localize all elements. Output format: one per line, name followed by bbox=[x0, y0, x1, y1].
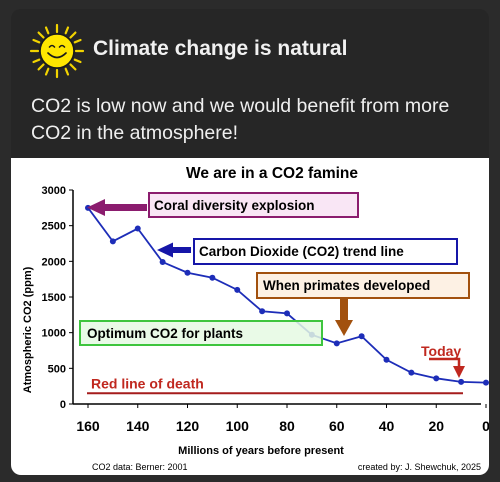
data-point bbox=[458, 378, 465, 385]
post-body-text: CO2 is low now and we would benefit from… bbox=[31, 95, 450, 144]
post-card: Climate change is natural CO2 is low now… bbox=[11, 9, 489, 475]
death-line-group: Red line of death bbox=[87, 375, 463, 395]
data-point bbox=[408, 369, 415, 376]
chart-ticks: 0 500 1000 1500 2000 2500 3000 160 140 120 100 80 60… bbox=[42, 185, 489, 434]
x-tick-label: 160 bbox=[76, 418, 100, 434]
data-point bbox=[109, 238, 116, 245]
series-layer bbox=[85, 204, 489, 386]
y-tick-label: 1500 bbox=[42, 292, 66, 304]
coral-annotation: Coral diversity explosion bbox=[87, 192, 359, 218]
footnote-credit: created by: J. Shewchuk, 2025 bbox=[358, 462, 481, 472]
x-tick-label: 20 bbox=[428, 418, 444, 434]
primates-annotation-box bbox=[256, 272, 470, 299]
x-tick-label: 80 bbox=[279, 418, 295, 434]
today-annotation: Today bbox=[421, 343, 465, 378]
y-axis-label: Atmospheric CO2 (ppm) bbox=[22, 266, 34, 393]
optimum-annotation-box bbox=[79, 320, 323, 346]
y-tick-label: 0 bbox=[60, 399, 66, 411]
data-point bbox=[184, 269, 191, 276]
data-point bbox=[159, 259, 166, 266]
data-point bbox=[333, 340, 340, 347]
x-tick-label: 40 bbox=[379, 418, 395, 434]
optimum-annotation-text: Optimum CO2 for plants bbox=[87, 326, 243, 341]
data-point bbox=[433, 375, 440, 382]
y-tick-label: 2000 bbox=[42, 256, 66, 268]
data-point bbox=[134, 225, 141, 232]
x-tick-label: 120 bbox=[176, 418, 200, 434]
post-header: Climate change is natural CO2 is low now… bbox=[11, 9, 489, 157]
chart-title: We are in a CO2 famine bbox=[186, 165, 358, 182]
footnote-source: CO2 data: Berner: 2001 bbox=[92, 462, 188, 472]
today-arrow-line bbox=[429, 357, 461, 368]
data-point bbox=[259, 308, 266, 315]
coral-arrow bbox=[87, 199, 147, 216]
x-tick-label: 140 bbox=[126, 418, 150, 434]
trend-annotation: Carbon Dioxide (CO2) trend line bbox=[157, 238, 458, 265]
trend-annotation-box bbox=[193, 238, 458, 265]
data-point bbox=[209, 274, 216, 281]
data-point bbox=[234, 286, 241, 293]
post-title: Climate change is natural bbox=[93, 37, 348, 60]
data-point bbox=[284, 310, 290, 317]
y-tick-label: 3000 bbox=[42, 185, 66, 197]
today-arrow-head bbox=[453, 366, 465, 378]
primates-arrow bbox=[335, 299, 353, 336]
x-tick-label: 100 bbox=[226, 418, 250, 434]
coral-annotation-box bbox=[148, 192, 359, 218]
death-line-label: Red line of death bbox=[91, 375, 204, 391]
coral-annotation-text: Coral diversity explosion bbox=[154, 198, 315, 213]
y-tick-label: 500 bbox=[48, 363, 66, 375]
y-tick-label: 2500 bbox=[42, 221, 66, 233]
today-label: Today bbox=[421, 343, 461, 359]
data-point bbox=[483, 379, 489, 386]
smiling-sun-icon bbox=[29, 23, 85, 79]
y-tick-label: 1000 bbox=[42, 328, 66, 340]
co2-chart: We are in a CO2 famine 05001000150020002… bbox=[22, 165, 489, 472]
trend-annotation-text: Carbon Dioxide (CO2) trend line bbox=[199, 244, 404, 259]
chart-panel: We are in a CO2 famine 0 500 1000 1500 2000 2… bbox=[11, 158, 489, 475]
optimum-annotation: Optimum CO2 for plants bbox=[79, 320, 323, 346]
x-tick-label: 0 bbox=[482, 418, 489, 434]
data-point bbox=[383, 356, 390, 363]
data-point bbox=[358, 333, 365, 340]
x-tick-label: 60 bbox=[329, 418, 345, 434]
x-axis-label: Millions of years before present bbox=[178, 445, 344, 457]
primates-annotation: When primates developed bbox=[256, 272, 470, 336]
primates-annotation-text: When primates developed bbox=[263, 278, 430, 293]
trend-arrow bbox=[157, 242, 191, 258]
